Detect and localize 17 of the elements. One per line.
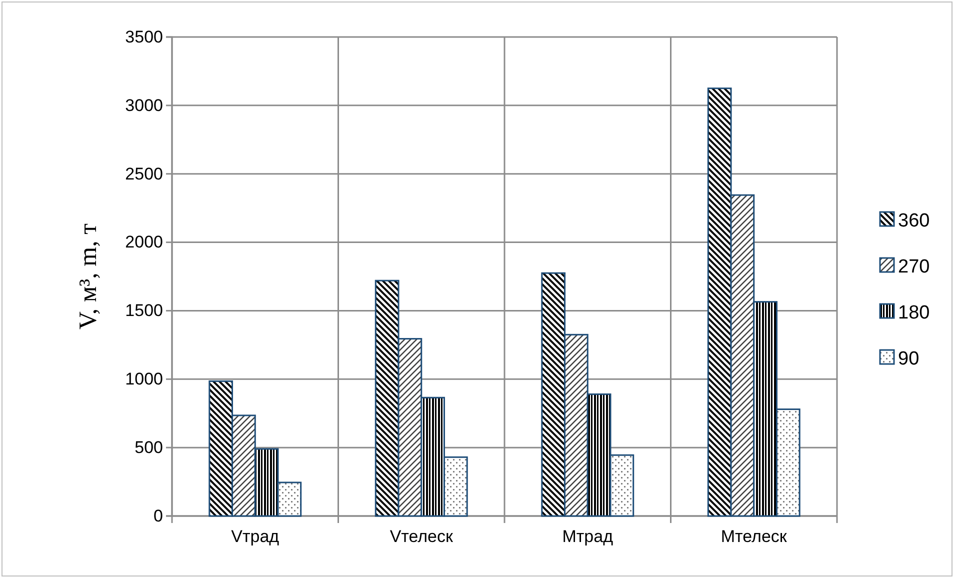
x-tick-label: Mтелеск xyxy=(720,527,788,546)
legend-label: 270 xyxy=(898,256,930,278)
x-tick-label: Vтелеск xyxy=(390,527,454,546)
y-tick-label: 0 xyxy=(154,506,163,526)
y-tick-label: 3000 xyxy=(125,96,163,115)
x-tick-label: Mтрад xyxy=(562,527,614,546)
y-tick-label: 2500 xyxy=(125,164,163,184)
y-tick-label: 500 xyxy=(134,438,163,458)
x-tick-label: Vтрад xyxy=(231,527,280,546)
y-tick-label: 3500 xyxy=(125,27,163,46)
y-axis-title: V, м³, m, т xyxy=(75,223,102,330)
y-tick-label: 2000 xyxy=(125,232,163,252)
y-tick-label: 1000 xyxy=(125,370,163,389)
legend-label: 360 xyxy=(898,210,930,232)
legend-label: 90 xyxy=(898,348,920,370)
y-tick-label: 1500 xyxy=(125,301,163,320)
legend-label: 180 xyxy=(898,302,930,324)
